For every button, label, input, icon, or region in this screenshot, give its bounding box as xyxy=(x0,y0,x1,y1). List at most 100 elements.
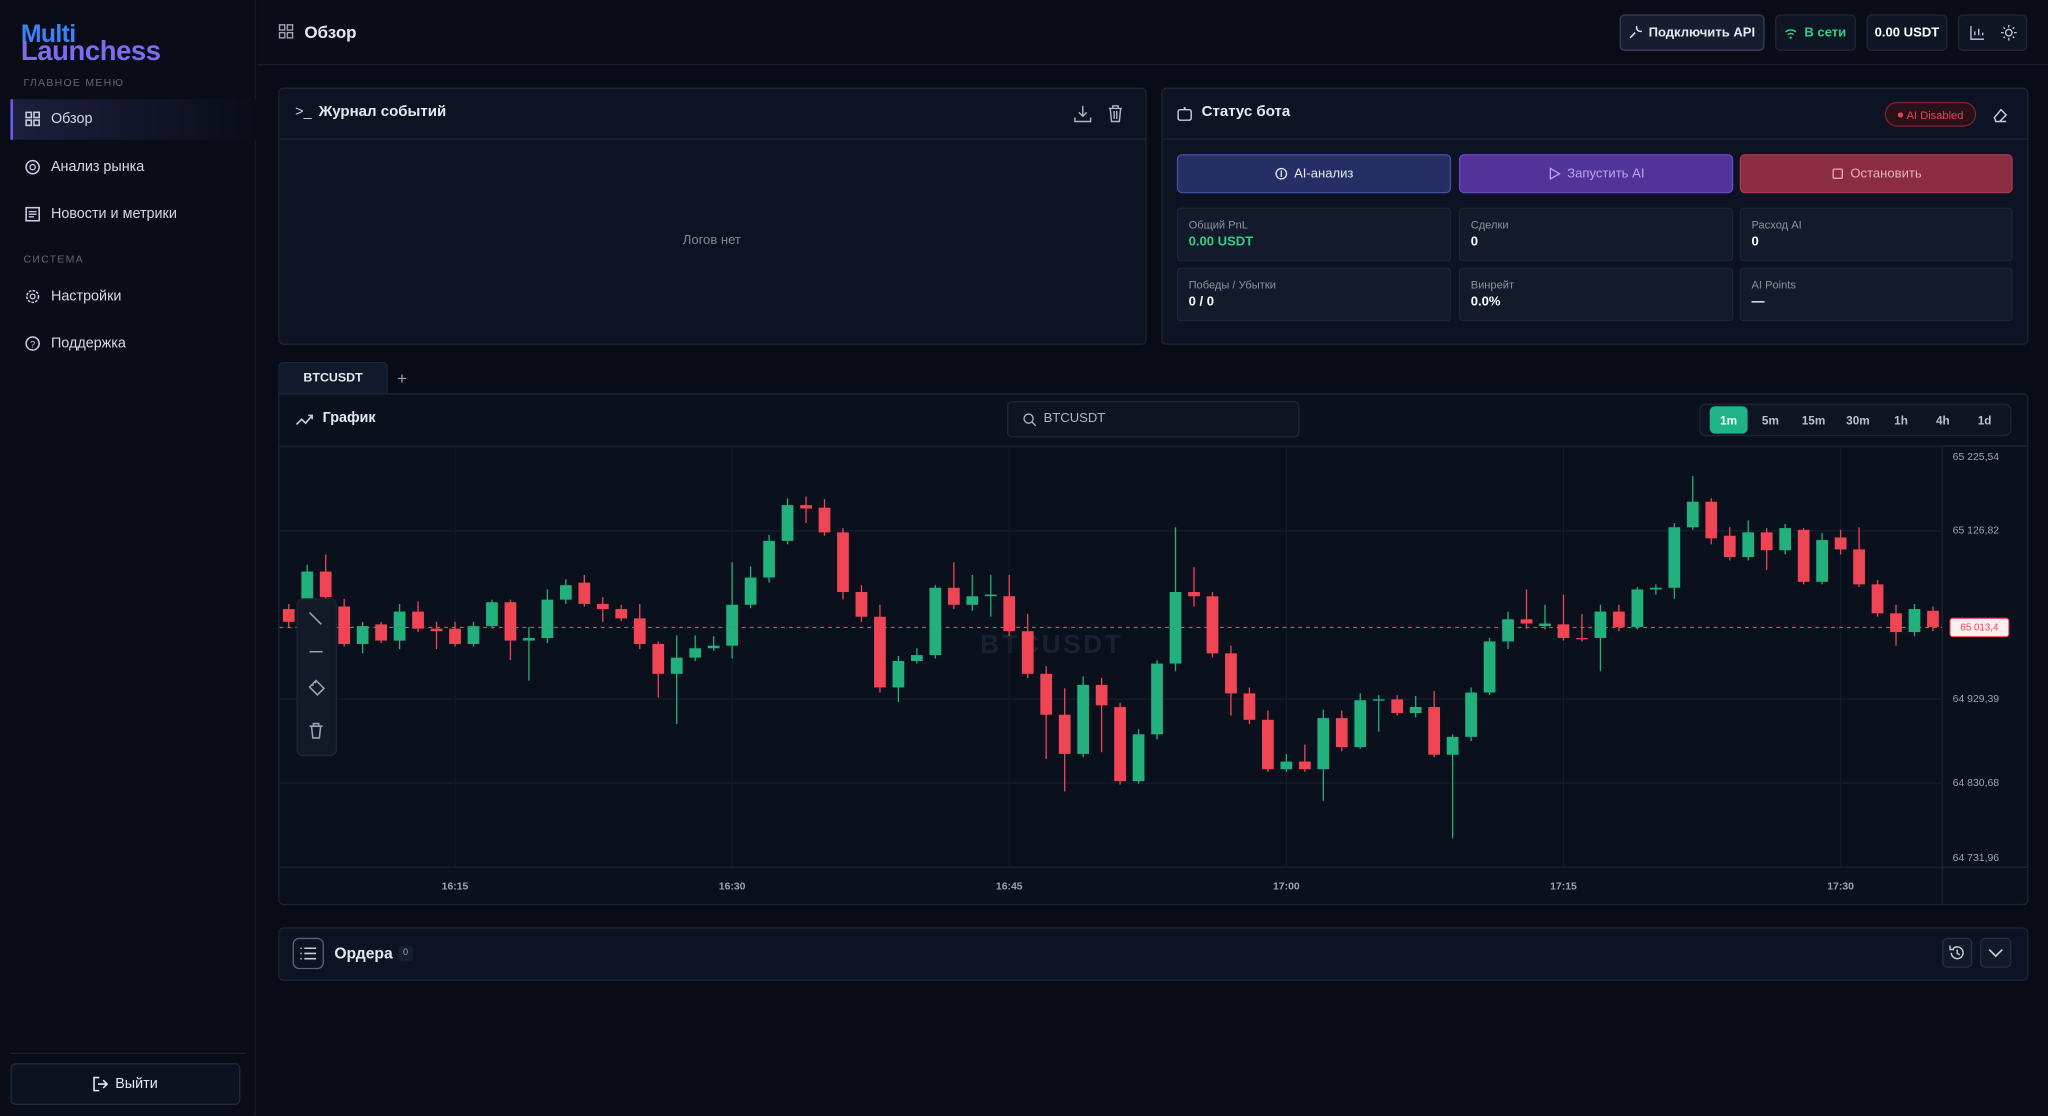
timeframe[interactable]: 1h xyxy=(1894,413,1908,427)
candle-body xyxy=(1539,623,1551,627)
drawing-tools[interactable] xyxy=(306,609,327,745)
ai-analysis-button[interactable]: AI-анализ xyxy=(1176,154,1452,194)
candle-body xyxy=(559,585,572,600)
candle-body xyxy=(412,611,424,629)
candle-body xyxy=(707,645,720,649)
candle-body xyxy=(504,602,517,641)
add-tab[interactable]: + xyxy=(397,368,407,388)
candle-body xyxy=(744,577,757,605)
candle-body xyxy=(1649,587,1662,590)
icon xyxy=(295,414,313,426)
y-tick-label: 65 126,82 xyxy=(1953,526,2000,537)
icon xyxy=(1785,28,1798,39)
candle-body xyxy=(467,626,480,644)
candle-body xyxy=(818,507,831,533)
candle-body xyxy=(966,596,979,605)
candle-body xyxy=(338,606,351,644)
icon xyxy=(1549,167,1561,181)
stat-label: AI Points xyxy=(1751,278,1796,292)
start-ai-button[interactable]: Запустить AI xyxy=(1458,154,1734,194)
divider xyxy=(10,1052,246,1055)
candle-body xyxy=(1021,631,1034,674)
icon-buttons[interactable] xyxy=(1970,24,2022,41)
button-label: Остановить xyxy=(1850,166,1922,181)
candle-body xyxy=(1686,501,1699,528)
candle-body xyxy=(523,638,535,641)
candle-body xyxy=(449,628,461,644)
stop-button[interactable]: Остановить xyxy=(1739,154,2013,194)
candle-body xyxy=(670,657,683,674)
timeframe[interactable]: 4h xyxy=(1935,413,1950,427)
icon xyxy=(25,289,40,304)
search-text[interactable]: BTCUSDT xyxy=(1043,411,1106,426)
candle-body xyxy=(800,505,812,509)
timeframe[interactable]: 1d xyxy=(1977,413,1992,427)
section-label: ГЛАВНОЕ МЕНЮ xyxy=(23,77,125,89)
icon xyxy=(1949,945,1964,960)
nav-active[interactable] xyxy=(10,99,256,140)
candle-body xyxy=(1077,684,1090,754)
logout-button[interactable]: Выйти xyxy=(10,1063,241,1105)
candle-body xyxy=(1298,761,1311,770)
search-box[interactable] xyxy=(1007,400,1300,438)
connect-api-button[interactable]: Подключить API xyxy=(1619,14,1765,51)
status-label: В сети xyxy=(1804,25,1847,40)
divider xyxy=(279,138,1146,140)
candle-body xyxy=(282,609,295,622)
nav-item[interactable]: Обзор xyxy=(50,111,93,127)
stat-card: Расход AI 0 xyxy=(1739,207,2013,262)
stat-label: Общий PnL xyxy=(1188,218,1248,232)
candle-body xyxy=(578,582,591,604)
tab[interactable] xyxy=(278,361,388,395)
icon-buttons[interactable] xyxy=(1074,104,1126,123)
panel-title: Ордера xyxy=(334,944,393,963)
candle-body xyxy=(1335,718,1348,748)
sidebar xyxy=(0,0,256,1116)
balance-label: 0.00 USDT xyxy=(1874,25,1940,40)
last-price-box xyxy=(1949,617,2010,638)
candle-body xyxy=(652,643,665,674)
timeframe[interactable]: 1m xyxy=(1709,406,1748,434)
x-tick-label: 17:00 xyxy=(1273,881,1300,892)
candle-body xyxy=(1446,736,1459,755)
nav-item[interactable]: Новости и метрики xyxy=(50,206,177,223)
stat-card: Общий PnL 0.00 USDT xyxy=(1176,207,1452,262)
tab-label[interactable]: BTCUSDT xyxy=(303,370,363,386)
timeframe[interactable]: 30m xyxy=(1846,413,1870,427)
candle-body xyxy=(1742,532,1755,558)
nav-item[interactable]: Настройки xyxy=(50,288,122,305)
candle-body xyxy=(430,628,443,632)
candle-body xyxy=(1927,610,1939,627)
candle-body xyxy=(1908,609,1921,633)
candle-body xyxy=(1631,589,1644,627)
candle-body xyxy=(1409,707,1422,714)
stat-card: AI Points — xyxy=(1739,267,2013,322)
button-label: AI-анализ xyxy=(1294,166,1354,181)
stat-card: Победы / Убытки 0 / 0 xyxy=(1176,267,1452,322)
candle-body xyxy=(910,655,923,662)
timeframe[interactable]: 15m xyxy=(1801,413,1826,427)
collapse-button[interactable] xyxy=(1980,937,2012,968)
candle-body xyxy=(1483,641,1496,693)
candle-body xyxy=(1428,707,1441,755)
icon xyxy=(1832,168,1843,179)
icon xyxy=(25,206,40,222)
icon xyxy=(278,24,294,39)
candle-body xyxy=(1151,663,1163,735)
nav-item[interactable]: Поддержка xyxy=(50,335,126,352)
stat-label: Победы / Убытки xyxy=(1188,278,1276,292)
candle-body xyxy=(1576,638,1588,640)
chart-panel xyxy=(278,393,2029,906)
stat-card: Сделки 0 xyxy=(1458,207,1734,262)
timeframe[interactable]: 5m xyxy=(1761,413,1779,427)
section-label: СИСТЕМА xyxy=(23,253,84,266)
stat-value: — xyxy=(1751,295,1765,310)
nav-item[interactable]: Анализ рынка xyxy=(50,159,145,176)
candle-body xyxy=(1668,527,1681,588)
last-price-label: 65 013,4 xyxy=(1960,623,1999,634)
icon-box xyxy=(292,937,324,970)
icon xyxy=(1988,948,2003,958)
candle-body xyxy=(1465,692,1477,737)
candle-body xyxy=(1816,540,1828,582)
icon-button[interactable] xyxy=(1992,107,2008,123)
